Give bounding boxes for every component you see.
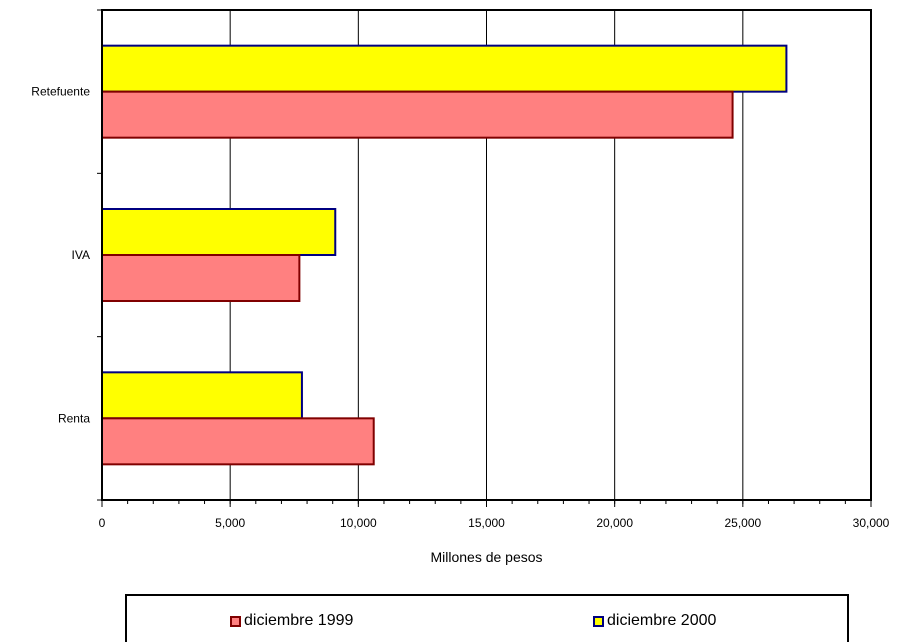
bar-iva-diciembre-2000: [101, 208, 337, 256]
x-tick-label-0: 0: [99, 516, 106, 530]
axis-ticks: [97, 9, 872, 507]
y-tick-labels: Retefuente IVA Renta: [31, 85, 90, 426]
legend: diciembre 1999 diciembre 2000: [125, 594, 849, 642]
x-tick-label-1: 5,000: [215, 516, 245, 530]
bar-retefuente-diciembre-2000: [101, 44, 788, 93]
bar-retefuente-diciembre-1999: [101, 90, 734, 139]
x-tick-label-5: 25,000: [724, 516, 761, 530]
y-tick-label-retefuente: Retefuente: [31, 85, 90, 99]
bar-iva-diciembre-1999: [101, 254, 301, 302]
x-tick-label-4: 20,000: [596, 516, 633, 530]
y-tick-label-iva: IVA: [72, 248, 90, 262]
x-axis-title: Millones de pesos: [430, 549, 542, 565]
x-tick-label-6: 30,000: [853, 516, 890, 530]
legend-item-2000: diciembre 2000: [593, 612, 716, 630]
legend-item-1999: diciembre 1999: [230, 612, 353, 630]
bar-renta-diciembre-1999: [101, 417, 375, 466]
bar-renta-diciembre-2000: [101, 371, 303, 420]
y-tick-label-renta: Renta: [58, 411, 90, 425]
legend-swatch-1999: [230, 615, 241, 627]
legend-label-1999: diciembre 1999: [244, 612, 354, 629]
bar-chart: 0 5,000 10,000 15,000 20,000 25,000 30,000 Ret…: [31, 9, 890, 565]
legend-swatch-2000: [593, 615, 604, 627]
x-tick-label-2: 10,000: [340, 516, 377, 530]
x-tick-label-3: 15,000: [468, 516, 505, 530]
x-tick-labels: 0 5,000 10,000 15,000 20,000 25,000 30,000: [99, 516, 890, 530]
bars: [101, 44, 788, 466]
legend-label-2000: diciembre 2000: [607, 612, 717, 629]
